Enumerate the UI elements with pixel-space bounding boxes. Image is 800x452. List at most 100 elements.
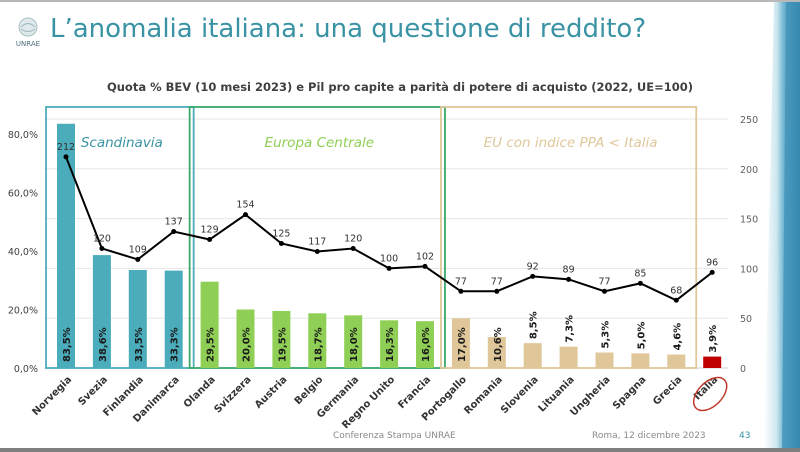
gdp-data-label: 120 xyxy=(344,233,362,244)
category-label: Francia xyxy=(396,374,433,411)
slide-title: L’anomalia italiana: una questione di re… xyxy=(50,14,647,44)
gdp-data-label: 129 xyxy=(201,225,219,236)
bar xyxy=(595,352,614,368)
bar xyxy=(57,123,75,368)
category-label: Grecia xyxy=(651,374,684,407)
group-label: EU con indice PPA < Italia xyxy=(484,135,658,151)
gdp-line xyxy=(65,156,713,302)
bar xyxy=(667,354,686,368)
category-label: Slovenia xyxy=(499,374,541,416)
right-axis-tick-label: 100 xyxy=(740,264,758,275)
gdp-data-label: 77 xyxy=(598,276,610,287)
gdp-point xyxy=(422,263,428,269)
bar-data-label: 16,3% xyxy=(385,327,396,362)
bar-data-label: 20,0% xyxy=(242,327,253,362)
category-label: Italia xyxy=(692,374,720,402)
bar xyxy=(487,336,506,368)
bar-data-label: 16,0% xyxy=(421,327,432,362)
chart-title: Quota % BEV (10 mesi 2023) e Pil pro cap… xyxy=(106,80,694,94)
highlight-circle xyxy=(692,376,728,412)
gdp-point xyxy=(135,256,141,262)
svg-text:UNRAE: UNRAE xyxy=(16,40,40,48)
bar xyxy=(451,318,470,368)
bar-data-label: 7,3% xyxy=(565,315,576,343)
category-label: Romania xyxy=(462,374,504,416)
gdp-point xyxy=(350,245,356,251)
category-label: Olanda xyxy=(182,374,218,410)
left-axis-tick-label: 0,0% xyxy=(14,364,38,375)
bar xyxy=(416,321,434,368)
footer-date: Roma, 12 dicembre 2023 xyxy=(592,431,706,441)
bar-data-label: 38,6% xyxy=(98,327,109,362)
bar xyxy=(128,270,147,368)
bar xyxy=(308,313,327,368)
gdp-data-label: 212 xyxy=(57,142,75,153)
bar xyxy=(92,255,111,368)
category-label: Svizzera xyxy=(212,374,253,415)
bar-data-label: 33,5% xyxy=(134,327,145,362)
right-axis-tick-label: 250 xyxy=(740,115,758,126)
gdp-data-label: 120 xyxy=(93,233,111,244)
bar-data-label: 18,0% xyxy=(349,327,360,362)
bar xyxy=(380,320,399,368)
bar xyxy=(631,353,650,368)
left-axis-tick-label: 20,0% xyxy=(8,306,38,317)
bar-data-label: 8,5% xyxy=(529,311,540,339)
slide-decoration xyxy=(764,2,800,452)
bar-data-label: 33,3% xyxy=(170,327,181,362)
page-number: 43 xyxy=(739,431,751,441)
bar xyxy=(559,346,578,368)
gdp-data-label: 154 xyxy=(236,200,254,211)
gdp-point xyxy=(494,288,500,294)
gdp-data-label: 89 xyxy=(563,264,575,275)
bar-data-label: 18,7% xyxy=(313,327,324,362)
gdp-point xyxy=(207,237,213,243)
category-label: Norvegia xyxy=(30,374,74,418)
category-label: Spagna xyxy=(611,374,649,412)
gdp-data-label: 92 xyxy=(527,261,539,272)
unrae-logo: UNRAE xyxy=(10,14,46,50)
gdp-point xyxy=(171,229,177,235)
bar xyxy=(344,315,363,368)
category-label: Austria xyxy=(253,374,290,411)
bar xyxy=(272,310,291,368)
gdp-data-label: 96 xyxy=(706,257,718,268)
bar-data-label: 83,5% xyxy=(62,327,73,362)
category-label: Belgio xyxy=(293,374,326,407)
gdp-point xyxy=(602,288,607,294)
right-axis-tick-label: 150 xyxy=(740,215,758,226)
gdp-point xyxy=(566,276,572,282)
group-label: Scandinavia xyxy=(81,135,163,151)
bar xyxy=(523,343,542,368)
gdp-data-label: 137 xyxy=(165,217,183,228)
bar-data-label: 19,5% xyxy=(277,327,288,362)
gdp-data-label: 125 xyxy=(272,229,290,240)
bar xyxy=(164,270,183,368)
gdp-point xyxy=(673,297,679,303)
bar xyxy=(703,356,722,368)
left-axis-tick-label: 80,0% xyxy=(8,130,38,141)
gdp-point xyxy=(530,273,536,279)
right-axis-tick-label: 200 xyxy=(740,165,758,176)
gdp-data-label: 100 xyxy=(380,253,398,264)
bar-data-label: 4,6% xyxy=(672,323,683,351)
left-axis-tick-label: 60,0% xyxy=(8,189,38,200)
gdp-point xyxy=(637,280,643,286)
gdp-point xyxy=(314,248,320,254)
footer-event: Conferenza Stampa UNRAE xyxy=(333,431,456,441)
bar xyxy=(236,309,255,368)
bar-data-label: 29,5% xyxy=(206,327,217,362)
gdp-point xyxy=(458,288,464,294)
gdp-data-label: 77 xyxy=(455,276,467,287)
gdp-data-label: 102 xyxy=(416,251,434,262)
gdp-data-label: 117 xyxy=(308,236,326,247)
right-axis-tick-label: 0 xyxy=(740,364,746,375)
gdp-point xyxy=(99,245,105,251)
gdp-data-label: 68 xyxy=(670,285,682,296)
category-label: Svezia xyxy=(76,374,110,408)
group-label: Europa Centrale xyxy=(265,135,375,151)
bar-data-label: 10,6% xyxy=(493,327,504,362)
bar-data-label: 5,3% xyxy=(601,321,612,349)
